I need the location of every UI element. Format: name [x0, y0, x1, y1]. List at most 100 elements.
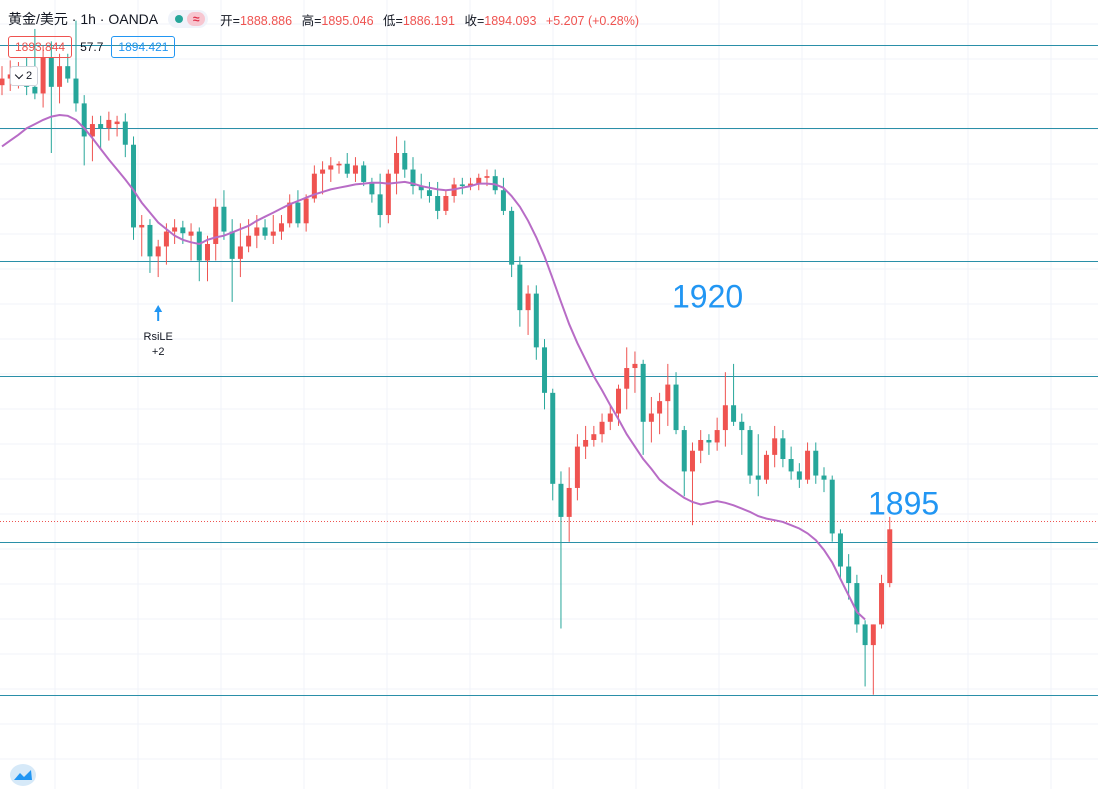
candle — [147, 219, 153, 273]
price-level-lines — [0, 45, 1098, 696]
candle — [336, 161, 342, 174]
candle — [328, 157, 334, 182]
candle-body — [0, 78, 5, 86]
candle — [155, 239, 161, 278]
candle-body — [583, 439, 589, 447]
status-pill[interactable]: ≈ — [168, 10, 209, 28]
candle — [352, 157, 358, 182]
candle-body — [566, 487, 572, 517]
candle-body — [369, 181, 375, 195]
candle — [262, 219, 268, 240]
candle — [172, 219, 178, 244]
candle-body — [270, 231, 276, 236]
collapse-indicators-button[interactable]: 2 — [10, 66, 39, 86]
candle — [648, 396, 654, 443]
candle — [361, 161, 367, 187]
candle — [533, 285, 539, 360]
symbol-title[interactable]: 黄金/美元 · 1h · OANDA — [8, 11, 159, 27]
wave-icon[interactable]: ≈ — [187, 12, 206, 26]
candle — [435, 181, 441, 220]
candle-body — [484, 176, 490, 178]
high-label: 高= — [301, 13, 322, 28]
candle — [542, 339, 548, 410]
candle — [196, 227, 202, 282]
candle-body — [131, 144, 137, 228]
candle — [731, 363, 737, 426]
candle-body — [722, 405, 728, 431]
candle — [114, 115, 120, 137]
candle — [221, 190, 227, 240]
candle-body — [303, 198, 309, 224]
candle-body — [205, 243, 210, 261]
candle-body — [509, 210, 515, 265]
candle-body — [459, 184, 465, 187]
candle-body — [262, 227, 268, 236]
candle — [213, 198, 219, 261]
candle-body — [402, 153, 408, 170]
candle — [739, 413, 745, 455]
candle — [805, 442, 811, 484]
candle — [410, 157, 416, 195]
candle-body — [246, 235, 252, 247]
candle — [599, 413, 605, 443]
candle-body — [525, 293, 531, 311]
candle-body — [591, 434, 597, 440]
candle — [747, 425, 753, 484]
candle-body — [122, 121, 128, 145]
candle — [98, 115, 104, 149]
candle-body — [435, 196, 441, 211]
candle — [48, 41, 54, 154]
candle — [829, 475, 835, 542]
candle-body — [418, 186, 424, 191]
candle-body — [81, 103, 87, 137]
candle-body — [98, 124, 104, 129]
candle-body — [385, 173, 391, 216]
candle — [320, 161, 326, 195]
candle-body — [48, 57, 54, 87]
indicator-value-a: 1893.844 — [8, 36, 73, 58]
candle-body — [311, 173, 317, 199]
candle-body — [320, 169, 326, 174]
candle-body — [854, 583, 860, 625]
candle-body — [278, 223, 284, 232]
candle — [32, 28, 38, 100]
candle — [139, 215, 145, 257]
candle — [698, 430, 704, 464]
candle-body — [673, 384, 679, 431]
collapse-count: 2 — [26, 70, 33, 82]
candle-body — [344, 163, 350, 174]
candle — [385, 169, 391, 224]
candle — [106, 111, 112, 141]
candle — [468, 177, 474, 191]
candle — [287, 194, 293, 228]
candle-body — [846, 566, 852, 584]
indicator-value-c: 1894.421 — [111, 36, 176, 58]
candle — [295, 190, 301, 228]
candle-body — [188, 231, 194, 236]
candle-body — [172, 227, 178, 232]
candle — [558, 471, 564, 629]
candle-body — [624, 368, 630, 389]
candle — [788, 446, 794, 480]
candle — [632, 351, 638, 393]
signal-arrow-head-icon — [154, 305, 163, 312]
candle-body — [837, 533, 843, 567]
candle — [862, 620, 868, 687]
candle — [854, 574, 860, 633]
candle-body — [755, 475, 761, 480]
candle-body — [533, 293, 539, 348]
candle-body — [476, 177, 482, 184]
low-value: 1886.191 — [402, 13, 455, 28]
candle-body — [426, 190, 432, 197]
candle-body — [213, 206, 219, 244]
close-value: 1894.093 — [484, 13, 537, 28]
candle — [640, 359, 646, 455]
candle-body — [40, 57, 46, 94]
candle — [624, 347, 630, 410]
candle-body — [681, 430, 687, 472]
candle — [796, 463, 802, 488]
candle — [426, 181, 432, 203]
tradingview-logo-icon[interactable] — [10, 764, 36, 786]
candle — [377, 173, 383, 228]
